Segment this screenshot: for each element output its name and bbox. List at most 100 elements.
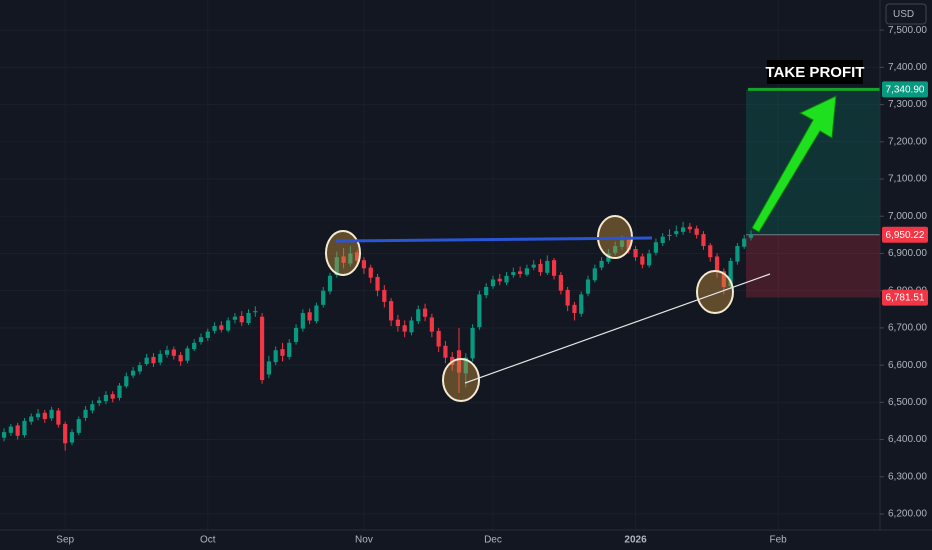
candle-body xyxy=(667,234,672,236)
candle-body xyxy=(531,264,536,268)
price-tag-label: 6,781.51 xyxy=(886,293,925,304)
candle-body xyxy=(653,242,659,253)
candle-body xyxy=(63,423,68,444)
candle-body xyxy=(259,316,265,381)
candle-body xyxy=(83,409,88,418)
currency-box[interactable] xyxy=(885,3,927,25)
candle-body xyxy=(226,320,231,331)
x-tick-label: Feb xyxy=(770,535,788,546)
candle-body xyxy=(484,286,489,296)
currency-label: USD xyxy=(893,9,914,20)
candle-body xyxy=(22,420,27,436)
candle-body xyxy=(293,327,299,343)
candle-body xyxy=(300,313,305,329)
candle-body xyxy=(49,409,54,419)
y-tick-label: 7,100.00 xyxy=(888,174,927,185)
candle-body xyxy=(8,426,13,433)
annotation: TAKE PROFIT xyxy=(766,64,865,81)
trend-line xyxy=(464,273,771,384)
candle-body xyxy=(470,327,475,359)
candle-body xyxy=(443,345,448,358)
candle-body xyxy=(585,279,591,294)
candle-body xyxy=(395,319,401,327)
candle-body xyxy=(246,313,251,324)
y-tick-label: 7,200.00 xyxy=(888,136,927,147)
x-tick-label: Sep xyxy=(56,535,74,546)
candle-body xyxy=(327,275,333,292)
y-tick-label: 6,600.00 xyxy=(888,360,927,371)
candle-body xyxy=(137,365,142,372)
candle-body xyxy=(429,317,434,332)
grid xyxy=(0,0,880,530)
x-tick-label: Nov xyxy=(355,535,373,546)
candle-body xyxy=(721,271,726,287)
candle-body xyxy=(192,342,197,350)
candle-body xyxy=(606,253,611,262)
candle-body xyxy=(728,260,733,287)
candle-body xyxy=(212,326,217,331)
candle-body xyxy=(334,257,339,276)
highlight-circle xyxy=(696,270,734,314)
candle-body xyxy=(436,330,441,347)
drawings xyxy=(325,95,837,402)
candle-body xyxy=(164,350,170,355)
candle-body xyxy=(511,272,516,276)
resistance-line xyxy=(335,236,653,243)
candle-body xyxy=(321,290,326,305)
candle-body xyxy=(538,263,543,273)
candle-body xyxy=(266,361,271,375)
candle-body xyxy=(355,252,360,261)
candle-body xyxy=(626,239,631,250)
candle-body xyxy=(110,394,115,399)
candle-body xyxy=(551,260,557,276)
price-tag-label: 6,950.22 xyxy=(886,230,925,241)
candle-body xyxy=(185,348,190,361)
candles xyxy=(1,221,754,451)
candle-body xyxy=(735,246,740,262)
candle-body xyxy=(694,228,699,235)
candle-body xyxy=(558,275,563,291)
candle-body xyxy=(409,320,414,333)
candle-body xyxy=(497,278,502,282)
y-tick-label: 6,300.00 xyxy=(888,471,927,482)
candle-body xyxy=(680,227,686,232)
x-tick-label: 2026 xyxy=(624,535,647,546)
loss-zone xyxy=(746,234,880,298)
price-tag xyxy=(882,226,928,243)
candle-body xyxy=(572,304,577,314)
candle-body xyxy=(708,245,713,258)
target-arrow xyxy=(751,95,837,233)
y-tick-label: 7,300.00 xyxy=(888,99,927,110)
candle-body xyxy=(341,256,346,263)
candle-body xyxy=(714,256,720,273)
price-tags: 7,340.90 6,950.22 6,781.51 xyxy=(882,81,928,306)
candle-body xyxy=(1,432,7,438)
candle-body xyxy=(219,325,224,330)
candle-body xyxy=(69,432,75,443)
candle-body xyxy=(29,416,34,422)
y-tick-label: 6,700.00 xyxy=(888,323,927,334)
candle-body xyxy=(463,357,468,374)
candle-body xyxy=(198,337,204,343)
candle-body xyxy=(287,342,292,357)
y-tick-label: 7,400.00 xyxy=(888,62,927,73)
candle-body xyxy=(518,271,523,274)
candle-body xyxy=(389,301,394,321)
position-zones: TAKE PROFIT xyxy=(746,60,880,298)
candle-body xyxy=(76,419,81,433)
candle-body xyxy=(117,385,122,398)
candle-body xyxy=(640,256,645,265)
candle-body xyxy=(103,394,109,402)
candle-body xyxy=(368,267,373,278)
candle-body xyxy=(56,410,61,425)
candle-body xyxy=(477,294,482,328)
candle-body xyxy=(178,355,183,362)
y-tick-label: 6,500.00 xyxy=(888,397,927,408)
candle-body xyxy=(402,325,407,332)
candle-body xyxy=(239,315,244,323)
x-tick-label: Oct xyxy=(200,535,216,546)
y-tick-label: 6,400.00 xyxy=(888,434,927,445)
candle-body xyxy=(599,260,604,268)
